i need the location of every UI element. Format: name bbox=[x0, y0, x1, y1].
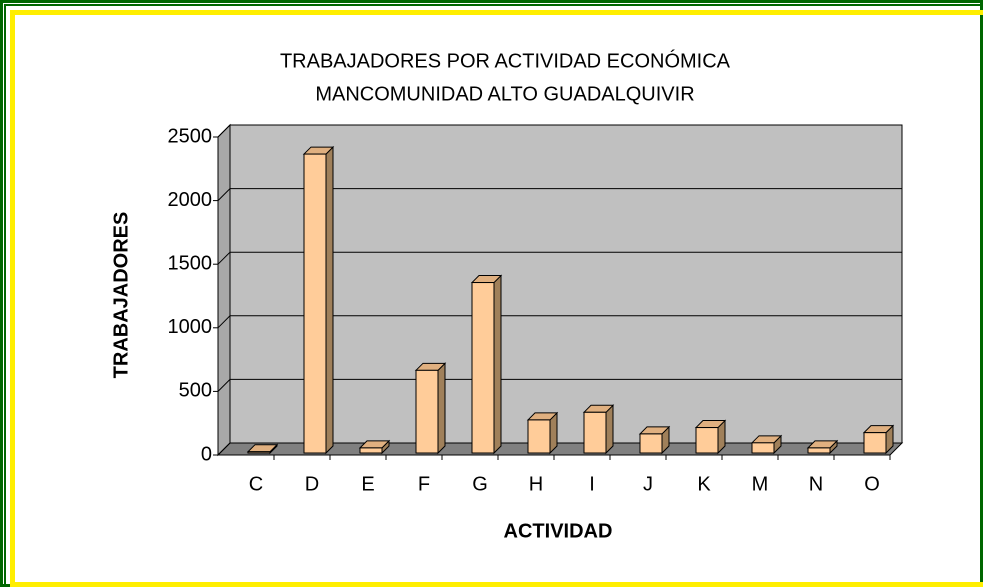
grid-line bbox=[217, 378, 902, 392]
chart-title: TRABAJADORES POR ACTIVIDAD ECONÓMICA bbox=[280, 49, 731, 72]
x-tick-label: K bbox=[697, 473, 711, 495]
y-tick-label: 1500 bbox=[168, 252, 213, 274]
grid-line bbox=[217, 442, 902, 456]
x-tick-label: M bbox=[752, 473, 769, 495]
bar bbox=[359, 447, 383, 454]
x-tick-label: C bbox=[249, 473, 263, 495]
y-tick-label: 1000 bbox=[168, 316, 213, 338]
bar bbox=[863, 432, 887, 454]
grid-line bbox=[217, 251, 902, 265]
bar bbox=[303, 153, 327, 454]
bar-side bbox=[437, 362, 446, 455]
bar bbox=[807, 447, 831, 454]
x-tick-label: O bbox=[864, 473, 880, 495]
bar bbox=[695, 427, 719, 454]
y-tick-label: 500 bbox=[179, 380, 212, 402]
yellow-frame bbox=[10, 10, 983, 587]
bar-side bbox=[325, 145, 334, 455]
bar-side bbox=[605, 404, 614, 455]
bar bbox=[583, 411, 607, 454]
x-tick-label: G bbox=[472, 473, 488, 495]
x-tick-label: D bbox=[305, 473, 319, 495]
x-tick-label: I bbox=[589, 473, 595, 495]
x-tick-label: F bbox=[418, 473, 430, 495]
x-tick-label: H bbox=[529, 473, 543, 495]
y-axis-label: TRABAJADORES bbox=[110, 212, 132, 379]
bar bbox=[527, 419, 551, 454]
grid-line bbox=[217, 315, 902, 329]
bar bbox=[639, 433, 663, 454]
bar bbox=[751, 442, 775, 454]
x-tick-label: E bbox=[361, 473, 374, 495]
x-tick-label: N bbox=[809, 473, 823, 495]
y-tick-label: 2000 bbox=[168, 189, 213, 211]
inner-frame bbox=[4, 4, 983, 587]
y-tick-label: 2500 bbox=[168, 125, 213, 147]
bar bbox=[471, 282, 495, 454]
y-tick-label: 0 bbox=[201, 443, 212, 465]
bar bbox=[415, 369, 439, 454]
grid-line bbox=[217, 124, 902, 138]
side-wall bbox=[217, 123, 231, 457]
x-axis-label: ACTIVIDAD bbox=[504, 520, 613, 542]
x-tick-label: J bbox=[643, 473, 653, 495]
bar bbox=[247, 451, 271, 454]
chart-subtitle: MANCOMUNIDAD ALTO GUADALQUIVIR bbox=[315, 83, 694, 105]
grid-line bbox=[217, 188, 902, 201]
bar-side bbox=[493, 274, 502, 455]
